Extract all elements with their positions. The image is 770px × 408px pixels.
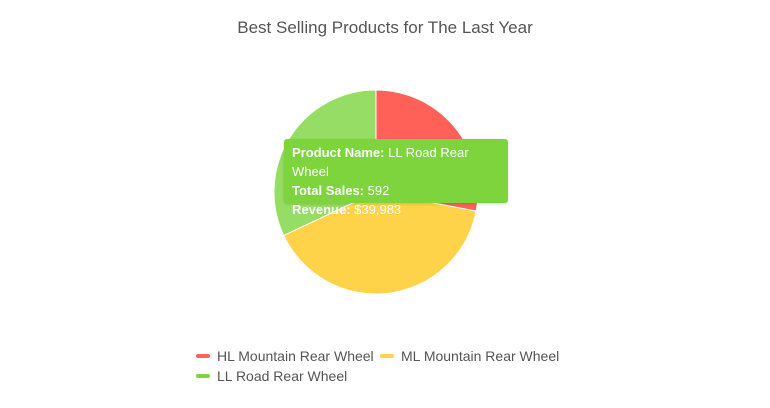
tooltip-sales-key: Total Sales: (292, 183, 365, 198)
tooltip-revenue-value: $39,983 (354, 202, 402, 217)
tooltip: Product Name: LL Road Rear Wheel Total S… (284, 139, 508, 217)
tooltip-sales-value: 592 (367, 183, 390, 198)
tooltip-product-row: Product Name: LL Road Rear Wheel (292, 143, 500, 181)
legend-item-ml-mountain[interactable]: ML Mountain Rear Wheel (380, 348, 559, 364)
tooltip-revenue-key: Revenue: (292, 202, 351, 217)
chart-title: Best Selling Products for The Last Year (237, 18, 533, 37)
pie-slice-ml-mountain-rear-wheel[interactable] (283, 191, 477, 295)
legend-item-hl-mountain[interactable]: HL Mountain Rear Wheel (196, 348, 374, 364)
legend-swatch-icon (196, 354, 210, 358)
legend-label: HL Mountain Rear Wheel (217, 348, 374, 364)
tooltip-product-key: Product Name: (292, 145, 385, 160)
tooltip-product-value: LL Road Rear Wheel (292, 145, 469, 179)
legend-swatch-icon (380, 354, 394, 358)
legend-swatch-icon (196, 374, 210, 378)
legend-label: ML Mountain Rear Wheel (401, 348, 560, 364)
tooltip-sales-row: Total Sales: 592 (292, 181, 500, 200)
legend-label: LL Road Rear Wheel (217, 368, 348, 384)
legend-item-ll-road[interactable]: LL Road Rear Wheel (196, 368, 347, 384)
tooltip-revenue-row: Revenue: $39,983 (292, 200, 500, 219)
